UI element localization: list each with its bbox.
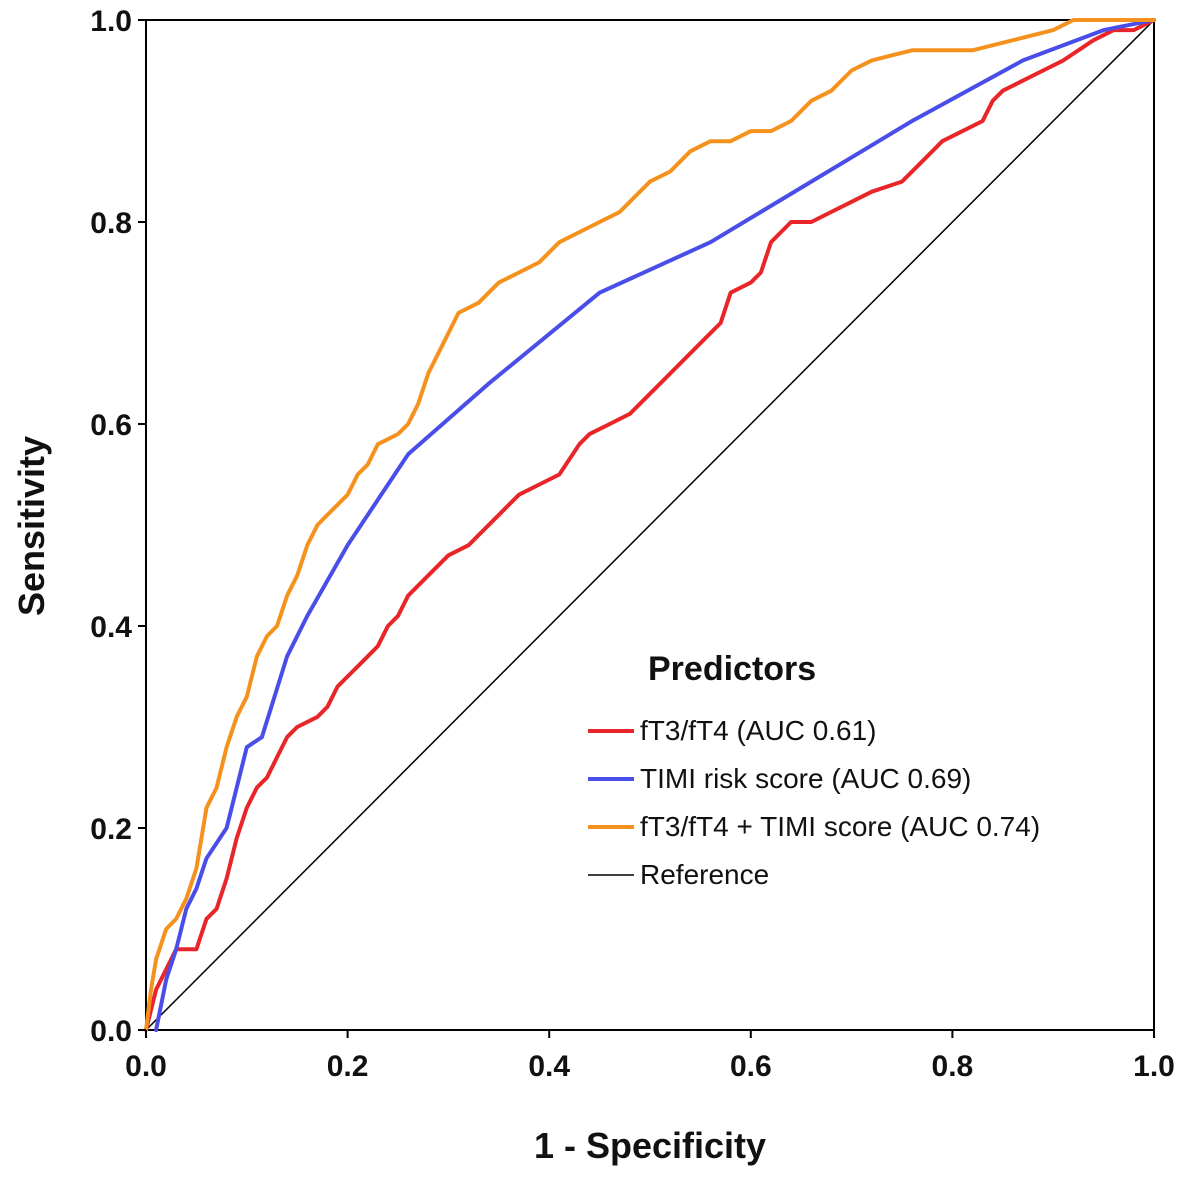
- y-tick-label: 0.0: [90, 1015, 132, 1048]
- x-tick-label: 0.8: [932, 1050, 974, 1083]
- x-axis-title: 1 - Specificity: [534, 1125, 766, 1166]
- x-axis: 0.0 0.2 0.4 0.6 0.8 1.0: [125, 1030, 1175, 1083]
- legend-label: fT3/fT4 + TIMI score (AUC 0.74): [640, 811, 1040, 842]
- plot-frame: [145, 19, 1155, 1031]
- legend-label: Reference: [640, 859, 769, 890]
- x-tick-label: 0.2: [327, 1050, 369, 1083]
- y-tick-label: 0.6: [90, 409, 132, 442]
- legend-label: fT3/fT4 (AUC 0.61): [640, 715, 877, 746]
- legend-label: TIMI risk score (AUC 0.69): [640, 763, 971, 794]
- series-line-ft3-ft4-timi-score: [144, 18, 1156, 1032]
- y-tick-label: 0.4: [90, 611, 132, 644]
- x-tick-label: 1.0: [1133, 1050, 1175, 1083]
- legend-title: Predictors: [648, 650, 816, 688]
- series-line-reference: [145, 19, 1155, 1031]
- legend: Predictors fT3/fT4 (AUC 0.61) TIMI risk s…: [588, 650, 1040, 890]
- x-tick-label: 0.6: [730, 1050, 772, 1083]
- y-tick-label: 0.8: [90, 207, 132, 240]
- y-axis-title: Sensitivity: [11, 436, 52, 616]
- series-layer: [144, 18, 1156, 1032]
- plot-area: [144, 18, 1156, 1032]
- x-tick-label: 0.0: [125, 1050, 167, 1083]
- y-axis: 0.0 0.2 0.4 0.6 0.8 1.0: [90, 5, 146, 1048]
- y-tick-label: 1.0: [90, 5, 132, 38]
- series-line-ft3-ft4: [144, 18, 1156, 1032]
- y-tick-label: 0.2: [90, 813, 132, 846]
- x-tick-label: 0.4: [528, 1050, 570, 1083]
- series-line-timi-risk-score: [154, 18, 1156, 1032]
